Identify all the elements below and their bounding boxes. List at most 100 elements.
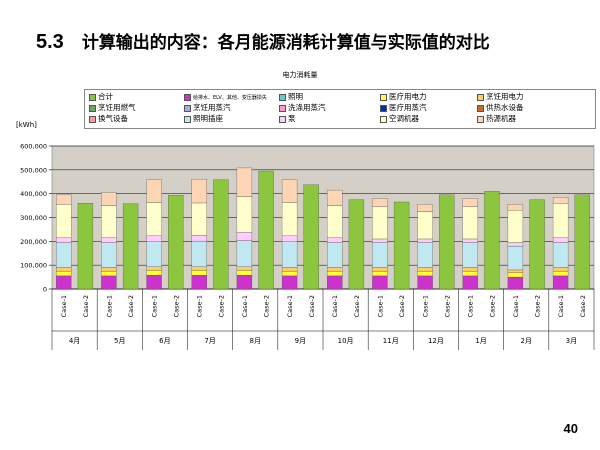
y-axis-unit: [kWh] — [16, 121, 37, 129]
case-label: Case-1 — [105, 295, 113, 317]
stack-segment — [281, 202, 298, 237]
case-label: Case-2 — [488, 295, 496, 317]
stack-segment — [372, 242, 388, 268]
case-label: Case-1 — [151, 295, 159, 317]
stack-segment — [146, 235, 162, 242]
stack-segment — [191, 275, 207, 290]
legend-label: 照明 — [288, 92, 303, 101]
legend-label: 热源机器 — [486, 114, 516, 123]
stack-segment — [552, 237, 569, 243]
stack-segment — [417, 238, 433, 243]
stack-segment — [236, 196, 253, 233]
total-bar — [168, 195, 184, 290]
legend-swatch — [89, 104, 96, 112]
total-bar — [348, 199, 365, 290]
legend-item: 照明插座 — [184, 114, 223, 124]
total-bar — [439, 194, 455, 290]
legend-label: 医疗用电力 — [389, 92, 427, 101]
stack-segment — [56, 270, 72, 277]
stack-segment — [462, 198, 478, 207]
stack-segment — [281, 241, 298, 268]
case-label: Case-1 — [286, 295, 294, 317]
stack-segment — [372, 275, 388, 290]
stack-segment — [146, 266, 162, 271]
legend-swatch — [184, 115, 191, 123]
stack-segment — [101, 270, 117, 277]
case-label: Case-2 — [127, 295, 135, 317]
stack-segment — [417, 204, 433, 212]
stack-segment — [507, 276, 524, 290]
total-bar — [574, 194, 590, 290]
stack-segment — [56, 275, 72, 290]
legend-item: 烹饪用电力 — [477, 92, 524, 102]
stack-segment — [372, 198, 388, 207]
legend-swatch — [279, 104, 286, 112]
legend-item: 换气设备 — [89, 114, 128, 124]
stack-segment — [552, 242, 569, 268]
case-label: Case-1 — [422, 295, 430, 317]
stack-segment — [462, 242, 478, 268]
total-bar — [303, 184, 319, 290]
stack-segment — [101, 192, 117, 206]
month-label: 10月 — [338, 337, 354, 345]
case-label: Case-1 — [376, 295, 384, 317]
month-label: 1月 — [475, 337, 486, 345]
stack-segment — [56, 267, 72, 272]
stack-segment — [417, 267, 433, 272]
stack-segment — [236, 266, 253, 271]
legend-label: 空调机器 — [389, 114, 419, 123]
stack-segment — [372, 267, 388, 272]
stack-segment — [281, 267, 298, 272]
stack-segment — [462, 270, 478, 277]
month-label: 9月 — [295, 337, 306, 345]
stack-segment — [417, 275, 433, 290]
stack-segment — [191, 202, 207, 236]
total-bar — [213, 179, 229, 290]
y-tick-label: 300,000 — [20, 214, 47, 222]
month-label: 2月 — [521, 337, 532, 345]
case-label: Case-2 — [308, 295, 316, 317]
legend-item: 供热水设备 — [477, 103, 524, 113]
stack-segment — [281, 179, 298, 203]
stack-segment — [146, 202, 162, 237]
y-tick-label: 500,000 — [20, 166, 47, 174]
legend-swatch — [89, 93, 96, 101]
stack-segment — [56, 194, 72, 205]
chart-title: 电力消耗量 — [282, 71, 318, 79]
stack-segment — [191, 266, 207, 271]
stack-segment — [327, 242, 343, 268]
section-number: 5.3 — [36, 31, 64, 53]
stack-segment — [552, 197, 569, 204]
month-label: 8月 — [250, 337, 261, 345]
legend-swatch — [89, 115, 96, 123]
legend-item: 医疗用蒸汽 — [380, 103, 427, 113]
stack-segment — [507, 242, 524, 247]
stack-segment — [236, 232, 253, 241]
total-bar — [77, 203, 94, 290]
y-tick-label: 600,000 — [20, 143, 47, 151]
legend-label: 医疗用蒸汽 — [389, 103, 427, 112]
stack-segment — [56, 242, 72, 268]
slide-title: 5.3 计算输出的内容：各月能源消耗计算值与实际值的对比 — [36, 28, 490, 54]
legend-swatch — [477, 115, 484, 123]
legend-item: 医疗用电力 — [380, 92, 427, 102]
legend-label: 烹饪用蒸汽 — [193, 103, 231, 112]
y-tick-label: 100,000 — [20, 262, 47, 270]
stack-segment — [101, 242, 117, 268]
legend-item: 烹饪用燃气 — [89, 103, 136, 113]
stack-segment — [327, 270, 343, 277]
case-label: Case-2 — [353, 295, 361, 317]
month-label: 3月 — [566, 337, 577, 345]
stack-segment — [507, 272, 524, 278]
case-label: Case-2 — [82, 295, 90, 317]
legend-item: 洗涤用蒸汽 — [279, 103, 326, 113]
stack-segment — [417, 211, 433, 240]
case-label: Case-2 — [398, 295, 406, 317]
case-label: Case-2 — [172, 295, 180, 317]
total-bar — [122, 203, 139, 290]
stack-segment — [372, 238, 388, 243]
legend-swatch — [184, 104, 191, 112]
stack-segment — [327, 237, 343, 243]
stack-segment — [146, 241, 162, 267]
